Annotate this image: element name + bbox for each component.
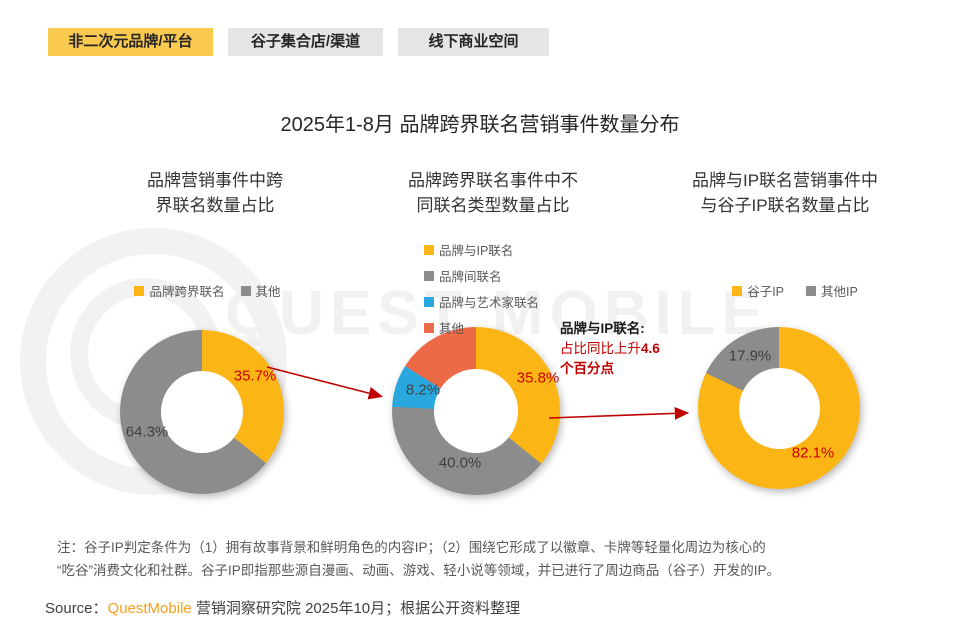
legend-item: 其他 [240, 281, 281, 300]
chart3-heading: 品牌与IP联名营销事件中 与谷子IP联名数量占比 [645, 168, 925, 218]
annotation-body: 占比同比上升4.6 [560, 339, 720, 359]
legend-swatch-gray [240, 285, 251, 296]
page-title: 2025年1-8月 品牌跨界联名营销事件数量分布 [280, 114, 680, 136]
chart1-gray-slice-label: 64.3% [125, 423, 169, 441]
arrow-chart2-to-chart3 [548, 407, 690, 420]
chart2-heading-line2: 同联名类型数量占比 [416, 196, 570, 215]
donut-hole [434, 369, 518, 453]
chart2-blue-slice-label: 8.2% [405, 381, 441, 399]
legend-swatch-yellow [424, 244, 434, 255]
legend-item: 品牌与IP联名 [424, 240, 539, 259]
chart2-heading-line1: 品牌跨界联名事件中不 [408, 171, 578, 190]
legend-label: 其他 [255, 285, 281, 299]
legend-swatch-orange [424, 322, 434, 333]
legend-item: 品牌跨界联名 [134, 281, 225, 300]
chart2-heading: 品牌跨界联名事件中不 同联名类型数量占比 [368, 168, 618, 218]
chart2-legend: 品牌与IP联名 品牌间联名 品牌与艺术家联名 其他 [424, 240, 539, 337]
donut-chart-collab-type-share [392, 327, 560, 495]
legend-label: 谷子IP [747, 285, 784, 299]
chart1-heading: 品牌营销事件中跨 界联名数量占比 [105, 168, 325, 218]
chart1-yellow-slice-label: 35.7% [233, 367, 277, 385]
legend-item: 谷子IP [732, 281, 784, 300]
legend-label: 其他IP [821, 285, 858, 299]
chart1-legend: 品牌跨界联名 其他 [100, 281, 315, 300]
legend-swatch-yellow [134, 285, 145, 296]
legend-swatch-gray [806, 285, 816, 296]
footnote-line1: 注：谷子IP判定条件为（1）拥有故事背景和鲜明角色的内容IP；（2）围绕它形成了… [57, 540, 766, 555]
annotation-title: 品牌与IP联名: [560, 321, 645, 336]
legend-item: 品牌与艺术家联名 [424, 292, 539, 311]
ip-collab-growth-annotation: 品牌与IP联名: 占比同比上升4.6 个百分点 [560, 319, 720, 379]
annotation-unit: 个百分点 [560, 361, 614, 376]
source-line: Source：QuestMobile 营销洞察研究院 2025年10月；根据公开… [45, 597, 520, 618]
footnote-line2: “吃谷”消费文化和社群。谷子IP即指那些源自漫画、动画、游戏、轻小说等领域，并已… [57, 563, 780, 578]
legend-item: 其他IP [806, 281, 858, 300]
chart2-gray-slice-label: 40.0% [438, 454, 482, 472]
legend-label: 品牌跨界联名 [149, 285, 225, 299]
chart3-legend: 谷子IP 其他IP [700, 281, 890, 300]
tab-goods-store-channel[interactable]: 谷子集合店/渠道 [228, 28, 383, 56]
chart2-yellow-slice-label: 35.8% [516, 369, 560, 387]
footnote: 注：谷子IP判定条件为（1）拥有故事背景和鲜明角色的内容IP；（2）围绕它形成了… [57, 536, 917, 582]
chart3-heading-line1: 品牌与IP联名营销事件中 [691, 171, 879, 190]
legend-label: 品牌间联名 [439, 270, 502, 284]
legend-label: 品牌与艺术家联名 [439, 296, 540, 310]
annotation-value: 4.6 [641, 341, 660, 356]
legend-item: 其他 [424, 318, 539, 337]
source-brand: QuestMobile [107, 600, 192, 617]
chart1-heading-line1: 品牌营销事件中跨 [147, 171, 283, 190]
legend-label: 品牌与IP联名 [439, 244, 514, 258]
donut-chart-cross-branding-share [120, 330, 284, 494]
chart1-heading-line2: 界联名数量占比 [155, 196, 275, 215]
tab-offline-commercial-space[interactable]: 线下商业空间 [398, 28, 549, 56]
chart3-yellow-slice-label: 82.1% [791, 444, 835, 462]
donut-hole [161, 371, 243, 453]
legend-swatch-gray [424, 270, 434, 281]
donut-hole [738, 367, 820, 449]
donut-chart-goods-ip-share [698, 327, 860, 489]
legend-item: 品牌间联名 [424, 266, 539, 285]
legend-label: 其他 [439, 322, 465, 336]
source-rest: 营销洞察研究院 2025年10月；根据公开资料整理 [191, 600, 521, 617]
chart3-gray-slice-label: 17.9% [728, 347, 772, 365]
tab-non-acg-brand-platform[interactable]: 非二次元品牌/平台 [48, 28, 213, 56]
source-prefix: Source： [45, 600, 108, 617]
tab-bar: 非二次元品牌/平台 谷子集合店/渠道 线下商业空间 [48, 28, 549, 56]
annotation-text: 占比同比上升 [560, 341, 641, 356]
legend-swatch-yellow [732, 285, 743, 296]
legend-swatch-blue [424, 296, 434, 307]
chart3-heading-line2: 与谷子IP联名数量占比 [700, 196, 870, 215]
